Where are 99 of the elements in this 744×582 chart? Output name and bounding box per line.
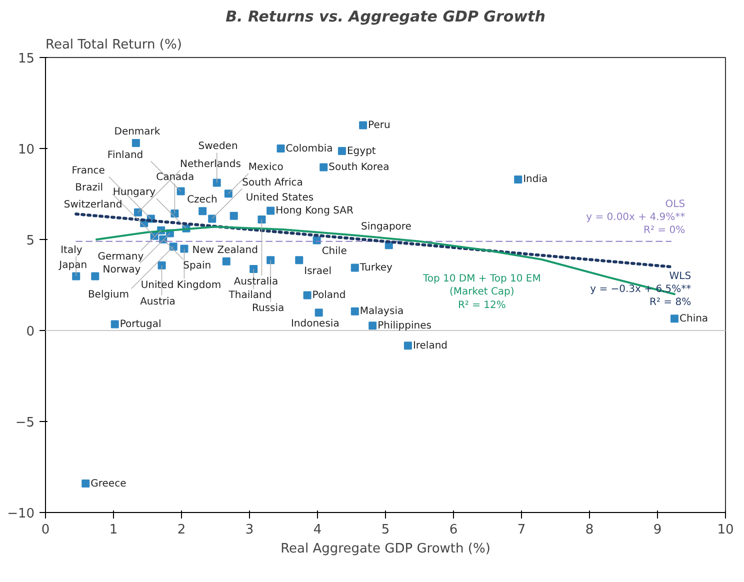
x-tick-label: 4 <box>313 522 322 538</box>
series-label: WLS <box>669 270 692 282</box>
point <box>72 272 80 280</box>
x-tick-label: 0 <box>41 522 50 538</box>
point <box>670 314 678 323</box>
annotation: Belgium <box>88 290 129 301</box>
annotation: United Kingdom <box>140 280 222 291</box>
point <box>258 215 266 224</box>
annotation: Netherlands <box>180 158 241 170</box>
annotation: Italy <box>60 244 82 256</box>
y-tick-label: 0 <box>26 324 35 340</box>
point <box>303 291 312 300</box>
annotation: South Africa <box>242 177 303 188</box>
y-tick-label: 15 <box>18 52 35 66</box>
point <box>404 342 412 350</box>
annotation: Japan <box>58 260 88 271</box>
point <box>180 244 188 253</box>
annotation: Singapore <box>361 222 412 233</box>
annotation: Peru <box>368 120 390 131</box>
annotation: Thailand <box>228 290 272 301</box>
annotation: Russia <box>252 303 284 314</box>
y-tick-label: −10 <box>7 506 35 522</box>
point <box>224 190 232 198</box>
x-tick-label: 6 <box>449 522 458 538</box>
annotation: China <box>680 313 708 324</box>
annotation: Malaysia <box>360 306 404 318</box>
annotation: Philippines <box>378 320 432 332</box>
point <box>230 212 238 220</box>
annotation: Hungary <box>112 186 156 198</box>
annotation: Top 10 DM + Top 10 EM (Market Cap) R² = 12% <box>422 274 541 311</box>
point <box>514 175 522 184</box>
point <box>276 144 285 152</box>
point <box>350 264 359 272</box>
x-tick-label: 9 <box>653 522 662 538</box>
x-tick-label: 3 <box>245 522 254 538</box>
x-tick-label: 2 <box>177 522 186 538</box>
point <box>208 214 216 223</box>
annotation: Poland <box>312 290 346 301</box>
annotation: Indonesia <box>290 318 340 330</box>
annotation: Hong Kong SAR <box>276 205 354 216</box>
annotation: France <box>72 165 105 176</box>
point <box>266 256 275 264</box>
point <box>350 307 359 316</box>
point <box>314 308 323 317</box>
annotation: Switzerland <box>64 200 122 211</box>
annotation: Austria <box>140 296 176 308</box>
annotation: Canada <box>156 172 194 183</box>
annotation: Denmark <box>114 126 160 138</box>
point <box>368 322 377 330</box>
point <box>295 256 304 264</box>
annotation: Brazil <box>75 182 104 194</box>
point <box>82 480 90 488</box>
x-tick-label: 8 <box>585 522 594 538</box>
x-tick-label: 5 <box>381 522 390 538</box>
annotation: Spain <box>183 260 212 272</box>
y-tick-label: −5 <box>15 416 35 430</box>
point <box>176 187 185 196</box>
chart-title: B. Returns vs. Aggregate GDP Growth <box>226 8 546 26</box>
annotation: y = 0.00x + 4.9%** R² = 0% <box>586 212 686 236</box>
point <box>110 320 119 328</box>
point <box>198 207 207 216</box>
x-tick-label: 1 <box>109 522 118 538</box>
annotation: Australia <box>234 276 278 288</box>
y-tick-label: 10 <box>18 142 35 158</box>
x-tick-label: 7 <box>517 522 526 538</box>
point <box>266 206 275 215</box>
point <box>134 208 142 216</box>
annotation: Chile <box>322 246 347 258</box>
y-tick-label: 5 <box>26 234 35 248</box>
annotation: Egypt <box>346 146 376 157</box>
point <box>222 257 230 266</box>
x-axis-title: Real Aggregate GDP Growth (%) <box>280 542 490 556</box>
annotation: Colombia <box>286 143 333 154</box>
annotation: Ireland <box>412 340 448 352</box>
annotation: Sweden <box>198 141 238 152</box>
annotation: South Korea <box>328 162 390 173</box>
point <box>132 139 140 148</box>
annotation: New Zealand <box>192 244 258 256</box>
annotation: Norway <box>102 264 141 276</box>
point <box>359 121 368 130</box>
point <box>158 261 166 270</box>
annotation: Czech <box>187 194 218 206</box>
annotation: India <box>523 174 548 186</box>
x-tick-label: 10 <box>717 522 734 538</box>
point <box>320 163 328 172</box>
point <box>338 147 346 156</box>
annotation: Germany <box>98 251 144 262</box>
y-axis-title: Real Total Return (%) <box>46 38 182 52</box>
point <box>91 272 100 280</box>
annotation: Portugal <box>120 319 162 330</box>
annotation: Finland <box>107 150 144 161</box>
point <box>250 264 258 273</box>
annotation: Turkey <box>358 262 393 274</box>
annotation: Greece <box>90 478 126 490</box>
text: OLS <box>665 198 686 210</box>
annotation: Mexico <box>248 162 284 174</box>
point <box>212 178 221 187</box>
annotation: United States <box>246 192 314 204</box>
annotation: Israel <box>304 266 332 278</box>
